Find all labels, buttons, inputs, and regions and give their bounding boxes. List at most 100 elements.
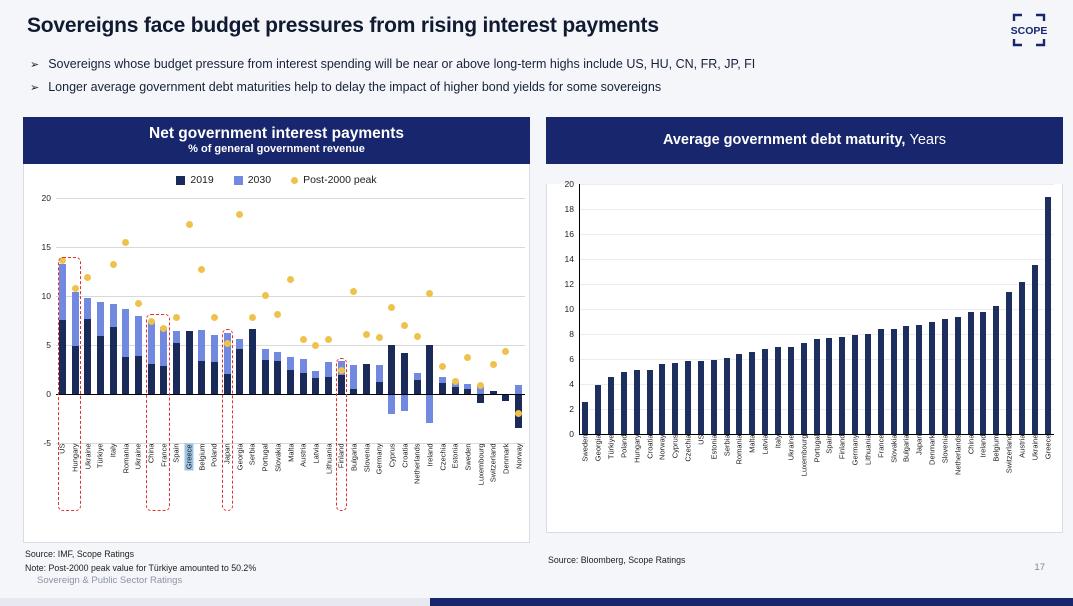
bar-2019: [134, 355, 142, 394]
bar-2019: [337, 375, 345, 394]
gridline: [56, 296, 525, 297]
peak-dot: [172, 314, 180, 322]
x-label: Malta: [286, 443, 295, 462]
x-label: Ireland: [425, 443, 435, 466]
bar-2030: [401, 394, 409, 411]
x-label: Portugal: [812, 434, 821, 462]
x-label: Romania: [734, 434, 744, 465]
bar-maturity: [1044, 196, 1051, 434]
x-label: Türkiye: [606, 434, 616, 459]
x-label: Sweden: [580, 434, 590, 462]
bullet-arrow-icon: ➢: [30, 59, 40, 71]
peak-dot: [134, 300, 142, 308]
left-chart-note: Note: Post-2000 peak value for Türkiye a…: [25, 562, 257, 573]
zero-axis: [56, 394, 525, 395]
x-label: Belgium: [197, 443, 207, 471]
x-label: Japan: [914, 434, 924, 455]
peak-dot: [350, 287, 358, 295]
bar-maturity: [877, 329, 884, 434]
x-label: Sweden: [463, 443, 473, 471]
x-label: US: [696, 434, 706, 445]
x-label: Czechia: [683, 434, 693, 462]
peak-dot: [388, 304, 396, 312]
x-label: Georgia: [235, 443, 245, 470]
legend-label-peak: Post-2000 peak: [303, 174, 377, 186]
legend-item-2019: 2019: [176, 174, 214, 186]
bar-maturity: [980, 311, 987, 434]
x-label: Switzerland: [1004, 434, 1014, 473]
bar-2019: [489, 391, 497, 394]
bar-2019: [375, 382, 383, 394]
bar-maturity: [941, 319, 948, 434]
x-label: Slovenia: [940, 434, 950, 463]
x-label: Luxembourg: [476, 443, 486, 485]
bar-maturity: [929, 321, 936, 434]
right-chart-source: Source: Bloomberg, Scope Ratings: [548, 555, 686, 565]
x-label: Spain: [824, 434, 834, 454]
bullet-arrow-icon: ➢: [30, 82, 40, 94]
left-chart-source-note: Source: IMF, Scope Ratings Note: Post-20…: [25, 548, 256, 575]
peak-dot: [401, 321, 409, 329]
right-chart-header: Average government debt maturity, Years: [546, 117, 1063, 164]
legend-item-2030: 2030: [233, 174, 271, 186]
gridline: [56, 443, 525, 444]
bar-maturity: [659, 364, 666, 434]
peak-dot: [375, 333, 383, 341]
bar-maturity: [800, 342, 807, 434]
bar-maturity: [582, 401, 589, 434]
y-tick-label: 20: [41, 193, 51, 203]
x-label: Netherlands: [953, 434, 963, 475]
peak-dot: [210, 314, 218, 322]
y-tick-label: 20: [564, 179, 574, 189]
gridline: [56, 345, 525, 346]
bar-maturity: [608, 376, 615, 434]
x-label: Italy: [108, 443, 118, 457]
bar-2019: [451, 387, 459, 394]
x-label: Norway: [657, 434, 667, 460]
bar-2019: [477, 394, 485, 403]
scope-logo: SCOPE: [1007, 8, 1051, 52]
gridline: [579, 259, 1054, 260]
bar-maturity: [852, 335, 858, 434]
bar-2019: [413, 380, 421, 394]
right-chart-panel: Average government debt maturity, Years …: [546, 117, 1063, 533]
y-tick-label: 12: [564, 279, 574, 289]
bar-maturity: [620, 371, 627, 434]
bar-maturity: [685, 360, 692, 434]
bar-2019: [464, 389, 472, 394]
legend-label-2019: 2019: [190, 174, 214, 186]
legend: 2019 2030 Post-2000 peak: [24, 164, 529, 186]
zero-axis: [579, 434, 1054, 435]
x-label: Cyprus: [670, 434, 680, 458]
y-tick-label: 0: [569, 429, 574, 439]
right-chart-body: 20 18 16 14 12 10 8 6 4 2 0 Sweden Georgia Türkiye Po…: [546, 179, 1063, 533]
peak-dot: [109, 261, 117, 269]
y-axis-line: [579, 184, 580, 434]
x-label: Greece: [1043, 434, 1053, 459]
peak-dot: [248, 314, 256, 322]
y-tick-label: 16: [564, 229, 574, 239]
x-label: Switzerland: [488, 443, 498, 482]
bar-2019: [350, 389, 358, 394]
legend-swatch-peak: [291, 176, 299, 184]
bar-2019: [109, 327, 117, 394]
right-chart-x-labels: Sweden Georgia Türkiye Poland Hungary Croatia…: [579, 434, 1052, 508]
svg-text:SCOPE: SCOPE: [1011, 25, 1048, 37]
x-label: Ukraine: [1030, 434, 1040, 460]
x-label: Germany: [850, 434, 860, 465]
peak-dot: [451, 377, 459, 385]
gridline: [579, 334, 1054, 335]
bar-2019: [248, 329, 256, 394]
bar-2019: [287, 370, 294, 394]
x-label: Estonia: [709, 434, 719, 460]
bar-maturity: [787, 346, 794, 434]
bar-2019: [502, 394, 510, 401]
left-chart-body: 2019 2030 Post-2000 peak 20 15 10 5 0 -5 US Hu…: [23, 164, 530, 543]
x-label: Spain: [171, 443, 181, 463]
bar-2019: [439, 383, 447, 394]
x-label: Hungary: [632, 434, 642, 463]
x-label: Slovakia: [889, 434, 899, 463]
x-label: Lithuania: [324, 443, 334, 474]
bar-maturity: [813, 339, 820, 434]
